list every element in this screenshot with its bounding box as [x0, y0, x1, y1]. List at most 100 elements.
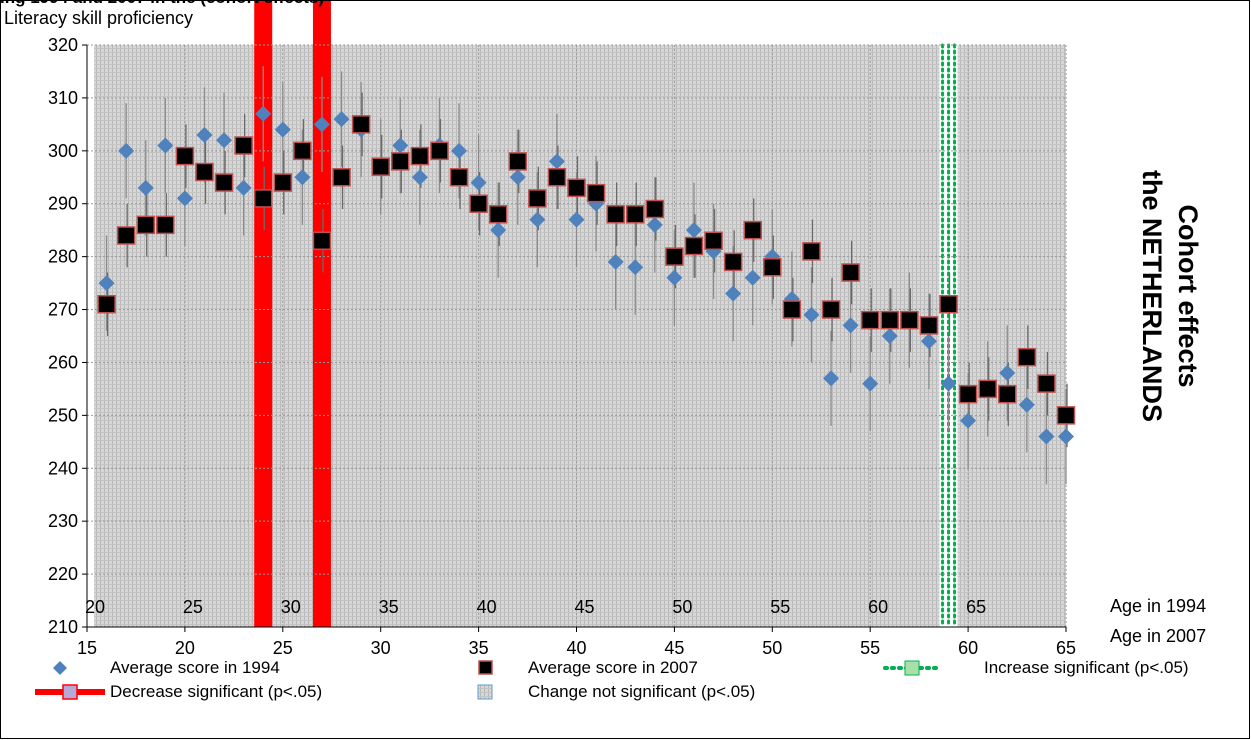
- point-1994-48: [725, 285, 742, 302]
- side-title: Cohort effects the NETHERLANDS: [1134, 170, 1206, 422]
- y-tick-label-270: 270: [48, 300, 78, 320]
- y-tick-label-260: 260: [48, 352, 78, 372]
- point-2007-58: [919, 316, 939, 335]
- x1994-tick-label-25: 25: [183, 597, 203, 617]
- point-2007-30: [371, 157, 390, 176]
- point-1994-58: [920, 333, 937, 350]
- point-2007-60: [958, 384, 978, 404]
- point-2007-43: [625, 205, 645, 224]
- x1994-tick-label-50: 50: [672, 597, 692, 617]
- point-1994-18: [137, 179, 154, 196]
- significance-bands: [94, 0, 1066, 629]
- point-2007-41: [586, 183, 606, 203]
- point-1994-45: [666, 269, 683, 286]
- point-2007-53: [821, 300, 841, 319]
- point-2007-22: [214, 173, 234, 192]
- point-1994-43: [627, 259, 644, 276]
- point-1994-44: [646, 216, 663, 233]
- point-1994-34: [451, 142, 468, 159]
- point-1994-49: [744, 269, 761, 286]
- point-2007-38: [528, 189, 547, 208]
- point-1994-27: [313, 116, 330, 133]
- point-2007-42: [606, 205, 625, 224]
- point-2007-62: [998, 384, 1017, 404]
- x2007-tick-label-25: 25: [273, 638, 293, 658]
- tick-labels: 210 220 230 240 250 260 270 280 290 300 310 320 15 20…: [48, 35, 1076, 658]
- point-2007-24: [253, 189, 273, 208]
- y-tick-label-210: 210: [48, 617, 78, 637]
- x-axis-name-2007: Age in 2007: [1110, 626, 1207, 646]
- x2007-tick-label-55: 55: [860, 638, 880, 658]
- point-2007-29: [351, 115, 371, 134]
- point-2007-57: [900, 310, 919, 330]
- y-tick-label-240: 240: [48, 458, 78, 478]
- x2007-tick-label-65: 65: [1056, 638, 1076, 658]
- x-axis-name-1994: Age in 1994: [1110, 596, 1207, 616]
- point-2007-28: [332, 168, 351, 187]
- point-1994-46: [685, 222, 702, 239]
- x2007-tick-label-40: 40: [566, 638, 586, 658]
- point-2007-26: [293, 141, 312, 161]
- point-1994-22: [216, 132, 233, 149]
- point-2007-31: [391, 152, 410, 171]
- point-2007-44: [645, 199, 665, 219]
- point-1994-54: [842, 317, 859, 334]
- point-2007-21: [195, 162, 214, 182]
- point-2007-35: [469, 194, 488, 213]
- point-1994-32: [411, 169, 428, 186]
- point-2007-25: [273, 173, 293, 192]
- legend-increase-icon: [904, 660, 920, 676]
- point-2007-33: [430, 141, 449, 161]
- x2007-tick-label-30: 30: [371, 638, 391, 658]
- y-tick-label-230: 230: [48, 511, 78, 531]
- point-2007-23: [234, 136, 253, 155]
- point-2007-63: [1017, 347, 1037, 367]
- x1994-tick-label-35: 35: [379, 597, 399, 617]
- legend-symbols: [35, 660, 942, 700]
- point-2007-49: [743, 220, 762, 240]
- axes: [82, 44, 1067, 632]
- point-2007-18: [136, 215, 155, 235]
- point-2007-19: [156, 215, 175, 235]
- point-1994-31: [392, 137, 409, 154]
- y-tick-label-310: 310: [48, 88, 78, 108]
- point-1994-36: [490, 222, 507, 239]
- point-2007-16: [97, 295, 116, 314]
- point-1994-28: [333, 111, 350, 128]
- point-1994-35: [470, 174, 487, 191]
- point-1994-60: [960, 412, 977, 429]
- point-2007-46: [684, 236, 704, 256]
- x1994-tick-label-40: 40: [477, 597, 497, 617]
- point-2007-36: [488, 205, 508, 224]
- x2007-tick-label-20: 20: [175, 638, 195, 658]
- point-2007-52: [802, 242, 821, 261]
- point-2007-65: [1056, 406, 1076, 425]
- x1994-tick-label-30: 30: [281, 597, 301, 617]
- point-1994-39: [548, 153, 565, 170]
- y-tick-label-320: 320: [48, 35, 78, 55]
- x1994-tick-label-20: 20: [85, 597, 105, 617]
- point-1994-38: [529, 211, 546, 228]
- x1994-tick-label-55: 55: [770, 597, 790, 617]
- point-1994-21: [196, 126, 213, 143]
- point-1994-23: [235, 179, 252, 196]
- legend-diamond-icon: [53, 661, 67, 675]
- legend-label-notsig: Change not significant (p<.05): [528, 682, 756, 701]
- x2007-tick-label-45: 45: [664, 638, 684, 658]
- point-1994-24: [255, 105, 272, 122]
- point-2007-47: [704, 231, 723, 251]
- point-1994-52: [803, 306, 820, 323]
- y-tick-label-250: 250: [48, 405, 78, 425]
- point-1994-62: [999, 365, 1016, 382]
- clipped-header: ing 1994 and 2007 in the (cohort effects…: [0, 0, 324, 8]
- point-2007-37: [508, 152, 528, 171]
- point-2007-45: [665, 247, 684, 266]
- decrease-band-24: [254, 0, 273, 627]
- point-1994-59: [940, 375, 957, 392]
- point-2007-51: [782, 300, 802, 319]
- point-1994-64: [1038, 428, 1055, 445]
- point-1994-40: [568, 211, 585, 228]
- point-2007-54: [841, 263, 860, 282]
- point-1994-55: [862, 375, 879, 392]
